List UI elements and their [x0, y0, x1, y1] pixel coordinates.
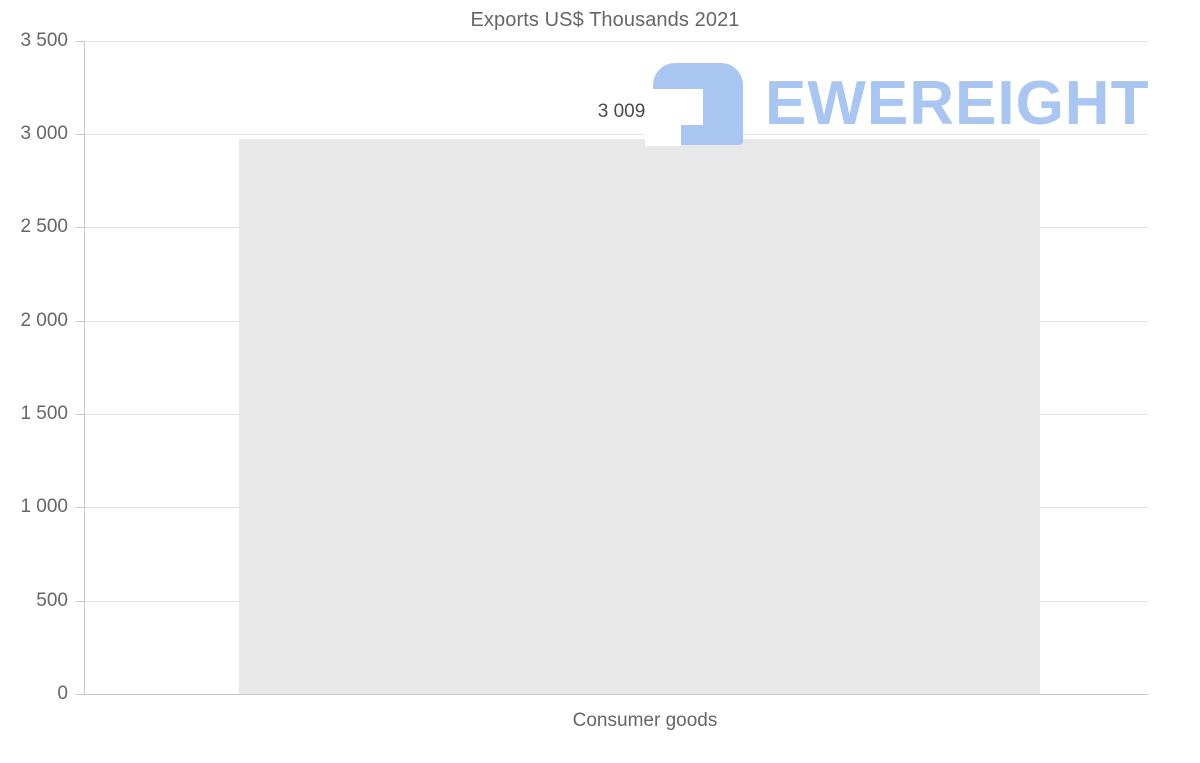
- y-tick-mark-2000: [76, 321, 84, 322]
- y-axis-label-2000: 2 000: [20, 310, 68, 331]
- bar-value-label-consumer-goods: 3 009.983: [597, 101, 683, 122]
- gridline-3000: [84, 134, 1148, 135]
- y-axis-label-1000: 1 000: [20, 496, 68, 517]
- y-axis-label-3500: 3 500: [20, 30, 68, 51]
- x-axis-line: [84, 694, 1148, 695]
- y-tick-mark-0: [76, 694, 84, 695]
- y-tick-mark-3000: [76, 134, 84, 135]
- x-axis-category-label-consumer-goods: Consumer goods: [572, 710, 718, 731]
- y-axis-label-3000: 3 000: [20, 123, 68, 144]
- y-tick-mark-1000: [76, 507, 84, 508]
- bar-consumer-goods[interactable]: [239, 139, 1040, 694]
- y-axis-line: [84, 41, 85, 695]
- y-tick-mark-500: [76, 601, 84, 602]
- y-axis-label-500: 500: [36, 590, 68, 611]
- y-axis-label-0: 0: [57, 683, 68, 704]
- y-tick-mark-2500: [76, 227, 84, 228]
- y-axis-label-2500: 2 500: [20, 216, 68, 237]
- y-tick-mark-1500: [76, 414, 84, 415]
- y-axis-label-1500: 1 500: [20, 403, 68, 424]
- gridline-3500: [84, 41, 1148, 42]
- y-tick-mark-3500: [76, 41, 84, 42]
- chart-title: Exports US$ Thousands 2021: [470, 9, 740, 31]
